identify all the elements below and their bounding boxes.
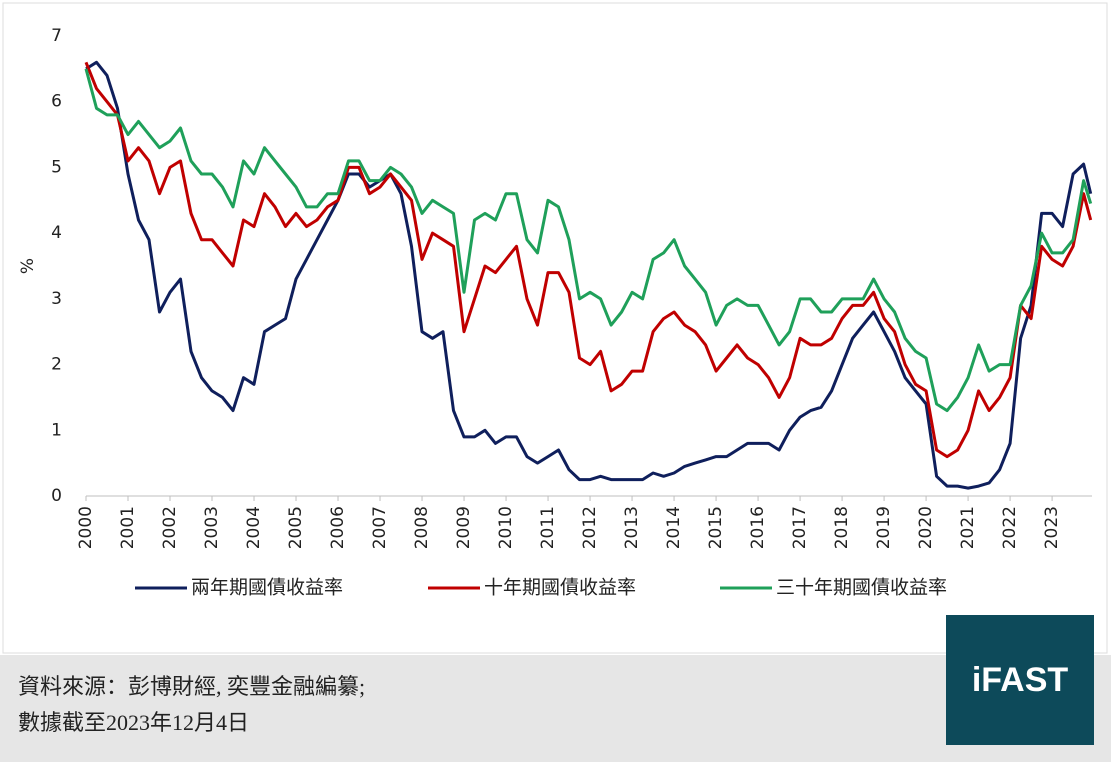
x-tick-label: 2012 [580, 506, 600, 549]
x-tick-label: 2019 [874, 506, 894, 549]
x-tick-label: 2002 [160, 506, 180, 549]
x-tick-label: 2008 [412, 506, 432, 549]
legend-label: 兩年期國債收益率 [191, 577, 343, 599]
x-tick-label: 2023 [1042, 506, 1062, 549]
x-tick-label: 2000 [76, 506, 96, 549]
legend-label: 三十年期國債收益率 [776, 577, 947, 599]
x-tick-label: 2020 [916, 506, 936, 549]
source-text: 資料來源：彭博財經, 奕豐金融編纂; [18, 674, 366, 699]
x-tick-label: 2015 [706, 506, 726, 549]
x-tick-label: 2013 [622, 506, 642, 549]
chart: % 0 1 2 3 4 5 6 7 2000 2001 2002 2003 2004 2005 2006 20… [2, 2, 1108, 654]
y-tick-label: 2 [51, 355, 62, 375]
x-tick-label: 2001 [118, 506, 138, 549]
x-tick-label: 2016 [748, 506, 768, 549]
y-tick-label: 5 [51, 157, 62, 177]
x-tick-label: 2005 [286, 506, 306, 549]
y-tick-label: 7 [51, 26, 62, 46]
series-line [85, 60, 1093, 490]
x-tick-label: 2017 [790, 506, 810, 549]
legend-label: 十年期國債收益率 [484, 577, 636, 599]
x-tick-label: 2009 [454, 506, 474, 549]
y-tick-label: 6 [51, 92, 62, 112]
chart-border [2, 2, 1108, 654]
y-tick-label: 1 [51, 420, 62, 440]
x-tick-label: 2004 [244, 506, 264, 549]
series-line [84, 61, 1093, 459]
x-tick-label: 2006 [328, 506, 348, 549]
footer: 資料來源：彭博財經, 奕豐金融編纂; 數據截至2023年12月4日 [0, 655, 1111, 762]
x-tick-label: 2011 [538, 506, 558, 549]
series-line [84, 68, 1093, 413]
x-tick-label: 2007 [370, 506, 390, 549]
x-tick-label: 2022 [1000, 506, 1020, 549]
x-tick-label: 2018 [832, 506, 852, 549]
x-tick-label: 2021 [958, 506, 978, 549]
x-tick-label: 2014 [664, 506, 684, 549]
x-tick-label: 2010 [496, 506, 516, 549]
y-tick-label: 0 [51, 486, 62, 506]
logo: iFAST [946, 615, 1094, 745]
y-axis-label: % [18, 258, 38, 274]
x-tick-label: 2003 [202, 506, 222, 549]
y-tick-label: 3 [51, 289, 62, 309]
source-date: 數據截至2023年12月4日 [18, 710, 250, 735]
y-tick-label: 4 [51, 223, 62, 243]
